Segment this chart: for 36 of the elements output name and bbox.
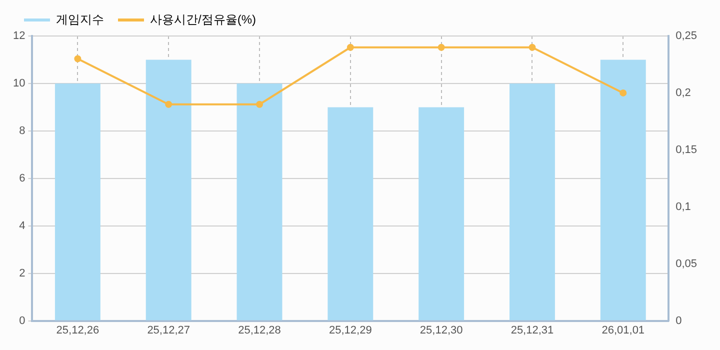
y2-tick-label: 0,05 [676,258,698,270]
legend-label: 게임지수 [56,12,104,26]
y2-tick-label: 0,2 [676,86,691,99]
point [528,44,536,51]
x-tick-label: 25,12,29 [329,324,372,336]
point [620,89,627,96]
y-tick-label: 2 [19,267,26,280]
y2-tick-label: 0,15 [676,144,698,156]
point [346,44,354,51]
x-tick-label: 26,01,01 [602,324,645,336]
x-tick-label: 25,12,31 [510,324,554,336]
bar [600,60,646,320]
y-tick-label: 12 [12,30,26,42]
point [256,100,264,108]
x-tick-label: 25,12,28 [238,324,281,336]
y-tick-label: 8 [19,124,26,137]
y2-tick-label: 0 [676,314,682,327]
legend-label: 사용시간/점유율(%) [150,12,256,26]
bar [328,107,374,320]
bar [54,83,100,320]
point [165,100,172,108]
bar [146,60,192,320]
bar [418,107,464,320]
point [74,55,82,62]
x-tick-label: 25,12,26 [56,324,100,336]
y-tick-label: 10 [12,78,26,90]
point [438,44,445,51]
x-tick-label: 25,12,27 [147,324,190,336]
y-tick-label: 6 [19,172,26,184]
y-tick-label: 0 [19,314,26,327]
y2-tick-label: 0,25 [676,30,698,42]
bar [510,83,555,320]
x-tick-label: 25,12,30 [420,324,463,336]
bar [236,83,282,320]
y2-tick-label: 0,1 [676,200,691,213]
y-tick-label: 4 [19,220,26,232]
